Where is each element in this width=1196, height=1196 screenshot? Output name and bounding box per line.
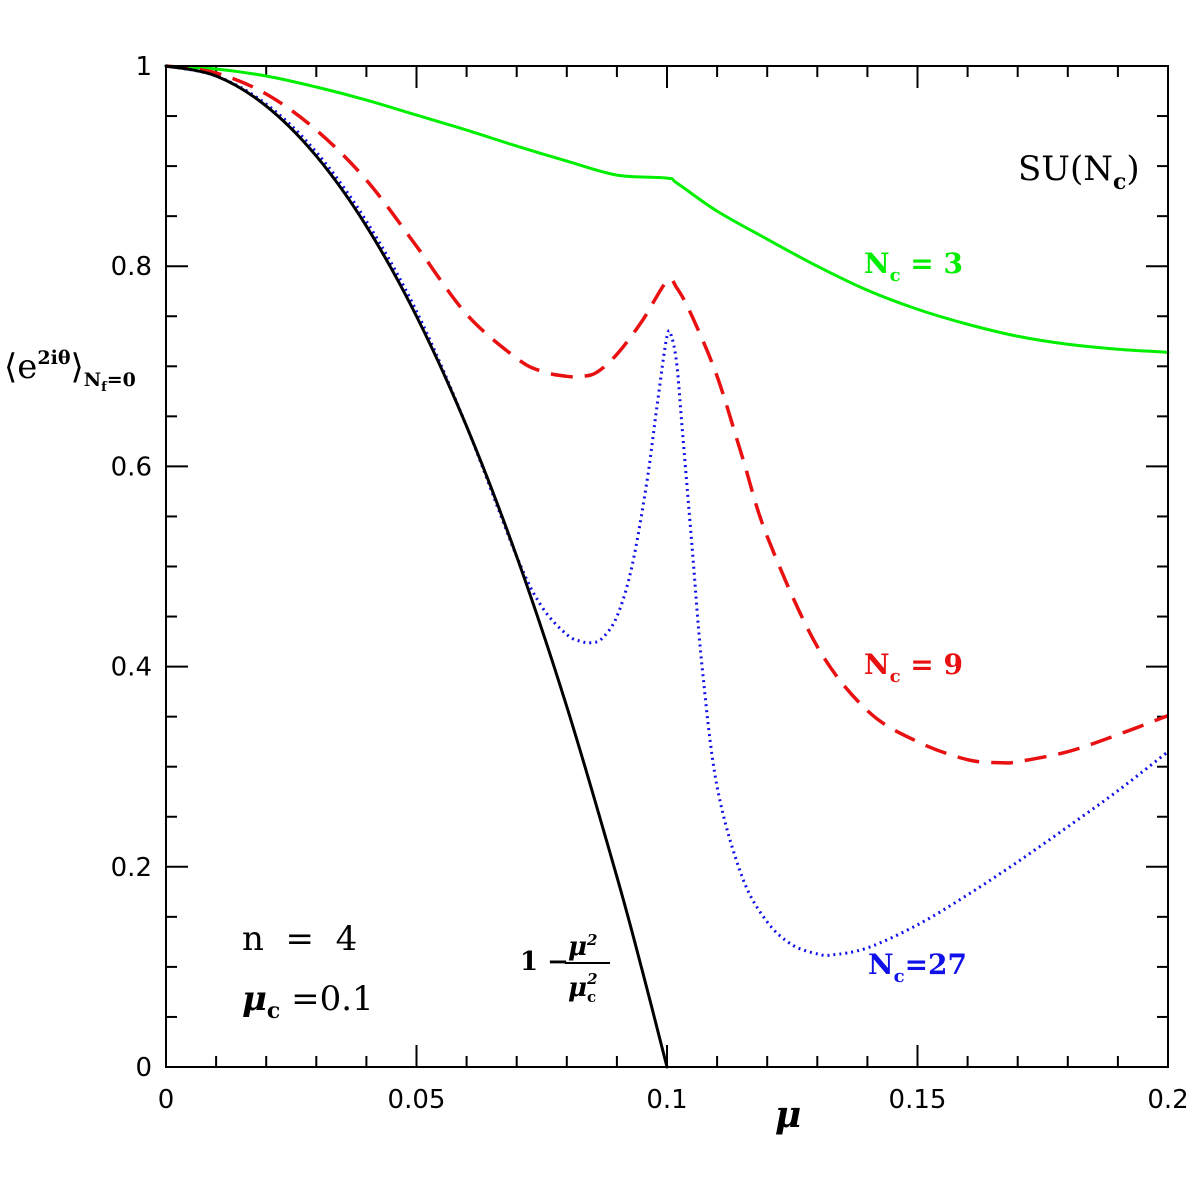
- formula-denominator: μc2: [568, 970, 598, 1006]
- group-label: SU(Nc): [1018, 149, 1140, 195]
- plot-frame: [165, 65, 1169, 1068]
- y-tick-label: 0.6: [111, 452, 152, 482]
- series-group: [164, 64, 1170, 1069]
- x-tick-label: 0.1: [646, 1085, 687, 1115]
- y-label-sup: 2iθ: [37, 347, 70, 369]
- y-tick-label: 0.2: [111, 853, 152, 883]
- y-tick-label: 1: [135, 52, 152, 82]
- y-label-sub: N: [84, 369, 101, 391]
- y-axis-label: ⟨e2iθ⟩Nf=0: [4, 347, 136, 395]
- y-label-subsub: f: [101, 380, 108, 395]
- axis-tick-labels: 0 0.05 0.1 0.15 0.2 0 0.2 0.4 0.6 0.8 1: [111, 52, 1189, 1115]
- svg-text:⟨e2iθ⟩Nf=0: ⟨e2iθ⟩Nf=0: [4, 347, 136, 395]
- y-tick-label: 0.8: [111, 252, 152, 282]
- formula-numerator: μ2: [568, 931, 597, 962]
- series-label-nc9: Nc = 9: [864, 648, 963, 687]
- x-tick-label: 0.15: [889, 1085, 947, 1115]
- y-label-close: ⟩: [71, 347, 84, 387]
- series-label-nc27: Nc=27: [868, 948, 967, 987]
- formula-one-minus: 1 −: [520, 947, 569, 977]
- x-axis-label: μ: [775, 1094, 801, 1136]
- x-tick-label: 0.2: [1147, 1085, 1188, 1115]
- y-label-open: ⟨e: [4, 347, 37, 387]
- x-tick-label: 0.05: [388, 1085, 446, 1115]
- series-label-nc3: Nc = 3: [864, 247, 963, 286]
- muc-label: μc =0.1: [242, 979, 374, 1024]
- y-label-subtail: =0: [107, 369, 136, 391]
- series-line-0: [164, 64, 1170, 354]
- y-tick-label: 0.4: [111, 653, 152, 683]
- y-tick-label: 0: [135, 1053, 152, 1083]
- series-line-1: [165, 64, 1169, 765]
- x-tick-label: 0: [158, 1085, 175, 1115]
- formula-label: 1 − μ2 μc2: [520, 931, 610, 1006]
- n-label: n = 4: [242, 919, 357, 959]
- series-line-3: [164, 64, 669, 1069]
